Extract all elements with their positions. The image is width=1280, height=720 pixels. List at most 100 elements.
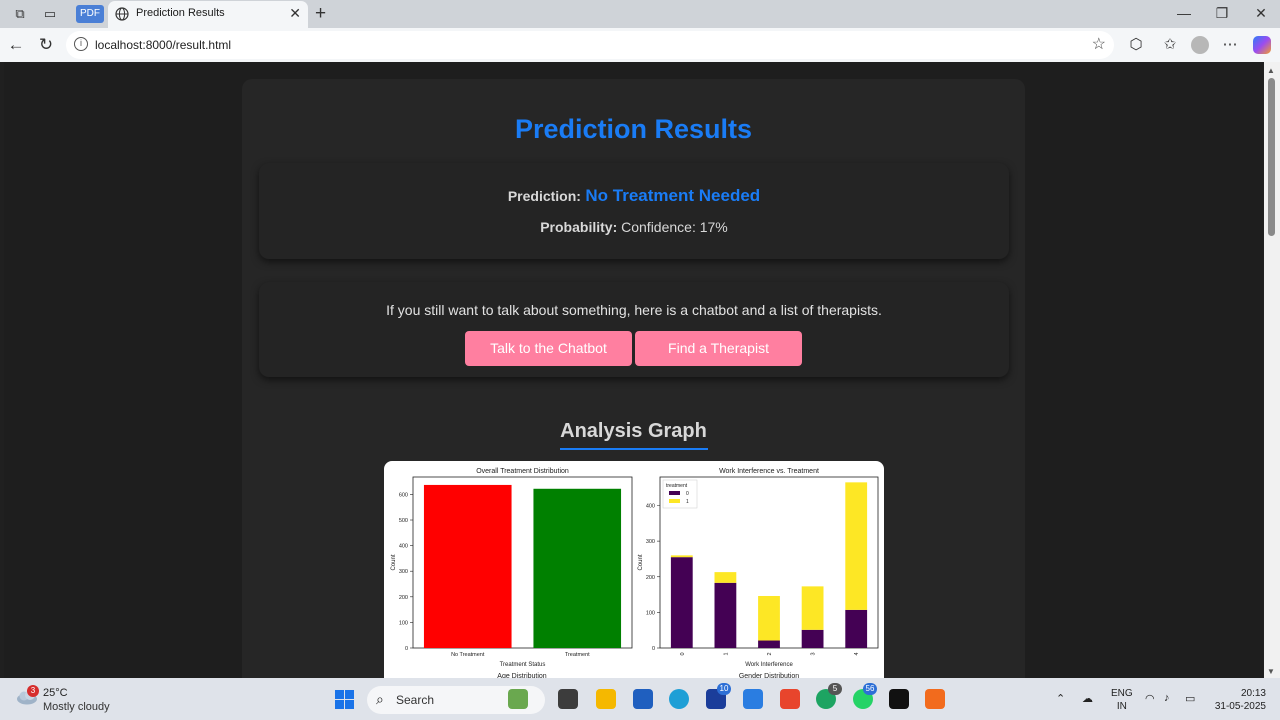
search-placeholder: Search: [396, 693, 435, 707]
chart1-xtick-label: No Treatment: [451, 652, 485, 658]
black-app-icon[interactable]: [889, 689, 909, 709]
chart1-ylabel: Count: [391, 554, 397, 570]
copilot-icon[interactable]: [1253, 36, 1271, 54]
date: 31-05-2025: [1214, 701, 1266, 712]
chart2-xtick-label: 4: [854, 652, 860, 655]
chart2-xlabel: Work Interference: [745, 662, 793, 668]
extensions-icon[interactable]: ⬡: [1129, 36, 1143, 53]
pdf-tab-icon[interactable]: PDF: [76, 5, 104, 23]
url-text[interactable]: localhost:8000/result.html: [95, 38, 232, 52]
stacked-bar-4-treatment-0: [845, 609, 868, 648]
page-title: Prediction Results: [514, 114, 753, 144]
scroll-down-arrow[interactable]: ▼: [1267, 667, 1275, 676]
chart2-ytick-label: 0: [652, 646, 655, 652]
time: 20:13: [1240, 688, 1266, 699]
battery-icon[interactable]: ▭: [1185, 693, 1196, 705]
refresh-button[interactable]: ↻: [38, 35, 54, 54]
stacked-bar-1-treatment-1: [714, 572, 737, 583]
legend-swatch-0: [669, 491, 680, 495]
stacked-bar-2-treatment-1: [758, 595, 780, 641]
prediction-value: No Treatment Needed: [585, 186, 761, 205]
chart2-ytick-label: 200: [646, 575, 655, 581]
chart1-ytick-label: 600: [399, 492, 408, 498]
probability-value: Confidence: 17%: [621, 219, 728, 235]
show-hidden-icons[interactable]: ⌃: [1056, 693, 1066, 705]
legend-swatch-1: [669, 499, 680, 503]
tab-title: Prediction Results: [136, 7, 225, 19]
back-button[interactable]: ←: [7, 35, 25, 54]
chart1-ytick-label: 200: [399, 595, 408, 601]
analysis-underline: [560, 448, 708, 450]
talk-to-chatbot-button[interactable]: Talk to the Chatbot: [465, 331, 632, 366]
maximize-button[interactable]: ❐: [1215, 5, 1229, 21]
edge-browser-icon[interactable]: [669, 689, 689, 709]
brave-icon[interactable]: [780, 689, 800, 709]
weather-description[interactable]: Mostly cloudy: [43, 701, 110, 713]
copilot-app-icon[interactable]: [508, 689, 528, 709]
scroll-up-arrow[interactable]: ▲: [1267, 66, 1275, 75]
workspaces-icon[interactable]: ⧉: [15, 6, 25, 21]
bar-no-treatment: [423, 484, 512, 648]
profile-avatar[interactable]: [1191, 36, 1209, 54]
probability-label: Probability:: [540, 219, 618, 235]
clock[interactable]: 20:13 31-05-2025: [1212, 687, 1266, 713]
support-card: If you still want to talk about somethin…: [259, 282, 1009, 377]
page-viewport: Prediction Results Prediction: No Treatm…: [4, 62, 1263, 678]
xampp-icon[interactable]: [925, 689, 945, 709]
stacked-bar-3-treatment-0: [801, 629, 824, 648]
onedrive-icon[interactable]: ☁: [1082, 693, 1093, 705]
find-therapist-button[interactable]: Find a Therapist: [635, 331, 802, 366]
stacked-bar-0-treatment-1: [670, 555, 693, 558]
close-window-button[interactable]: ✕: [1255, 5, 1267, 21]
blue-app-icon[interactable]: [743, 689, 763, 709]
analysis-charts: Overall Treatment Distribution Treatment …: [391, 468, 879, 678]
favorite-star-icon[interactable]: ☆: [1091, 36, 1106, 53]
volume-icon[interactable]: ♪: [1164, 692, 1170, 704]
language-indicator[interactable]: ENG IN: [1111, 687, 1133, 713]
page-scrollbar[interactable]: ▲ ▼: [1264, 62, 1280, 678]
scroll-thumb[interactable]: [1268, 78, 1275, 236]
tab-actions-icon[interactable]: ▭: [43, 6, 57, 21]
wifi-icon[interactable]: ◠: [1145, 693, 1155, 705]
address-bar[interactable]: i localhost:8000/result.html ☆: [66, 31, 1114, 59]
task-view-icon[interactable]: [558, 689, 578, 709]
chart2-ytick-label: 100: [646, 610, 655, 616]
site-info-icon[interactable]: i: [74, 37, 88, 51]
whatsapp-badge: 56: [863, 683, 877, 695]
store-icon[interactable]: [633, 689, 653, 709]
chart1-ytick-label: 0: [405, 646, 408, 652]
file-explorer-icon[interactable]: [596, 689, 616, 709]
chrome-badge: 5: [828, 683, 842, 695]
l-app-badge: 10: [717, 683, 731, 695]
weather-badge: 3: [27, 685, 39, 697]
new-tab-button[interactable]: +: [315, 3, 327, 24]
support-text: If you still want to talk about somethin…: [386, 302, 882, 318]
analysis-title: Analysis Graph: [560, 420, 707, 442]
weather-temperature[interactable]: 25°C: [43, 687, 68, 699]
more-options-icon[interactable]: ⋯: [1222, 36, 1238, 53]
probability-line: Probability: Confidence: 17%: [259, 219, 1009, 235]
chart2-xtick-label: 1: [723, 652, 729, 655]
chart1-xtick-label: Treatment: [565, 652, 590, 658]
favorites-icon[interactable]: ✩: [1163, 36, 1177, 53]
results-container: Prediction Results Prediction: No Treatm…: [242, 79, 1025, 678]
chart1-ytick-label: 400: [399, 544, 408, 550]
close-tab-icon[interactable]: ✕: [289, 5, 301, 21]
analysis-graph-image: Overall Treatment Distribution Treatment …: [384, 461, 884, 678]
minimize-button[interactable]: —: [1177, 5, 1191, 21]
gender-distribution-title: Gender Distribution: [739, 673, 799, 678]
chart2-ytick-label: 300: [646, 539, 655, 545]
chart1-ytick-label: 100: [399, 620, 408, 626]
search-icon: ⌕: [376, 691, 384, 707]
age-distribution-title: Age Distribution: [497, 673, 547, 678]
bar-treatment: [533, 488, 622, 648]
start-button[interactable]: [335, 690, 354, 709]
chart2-xtick-label: 0: [680, 652, 686, 655]
chart2-xtick-label: 2: [767, 652, 773, 655]
chart2-ytick-label: 400: [646, 504, 655, 510]
chart1-xlabel: Treatment Status: [500, 662, 546, 668]
prediction-card: Prediction: No Treatment Needed Probabil…: [259, 163, 1009, 259]
globe-icon: [115, 7, 129, 21]
tab-prediction-results[interactable]: Prediction Results ✕: [108, 1, 308, 28]
prediction-label: Prediction:: [507, 188, 581, 204]
